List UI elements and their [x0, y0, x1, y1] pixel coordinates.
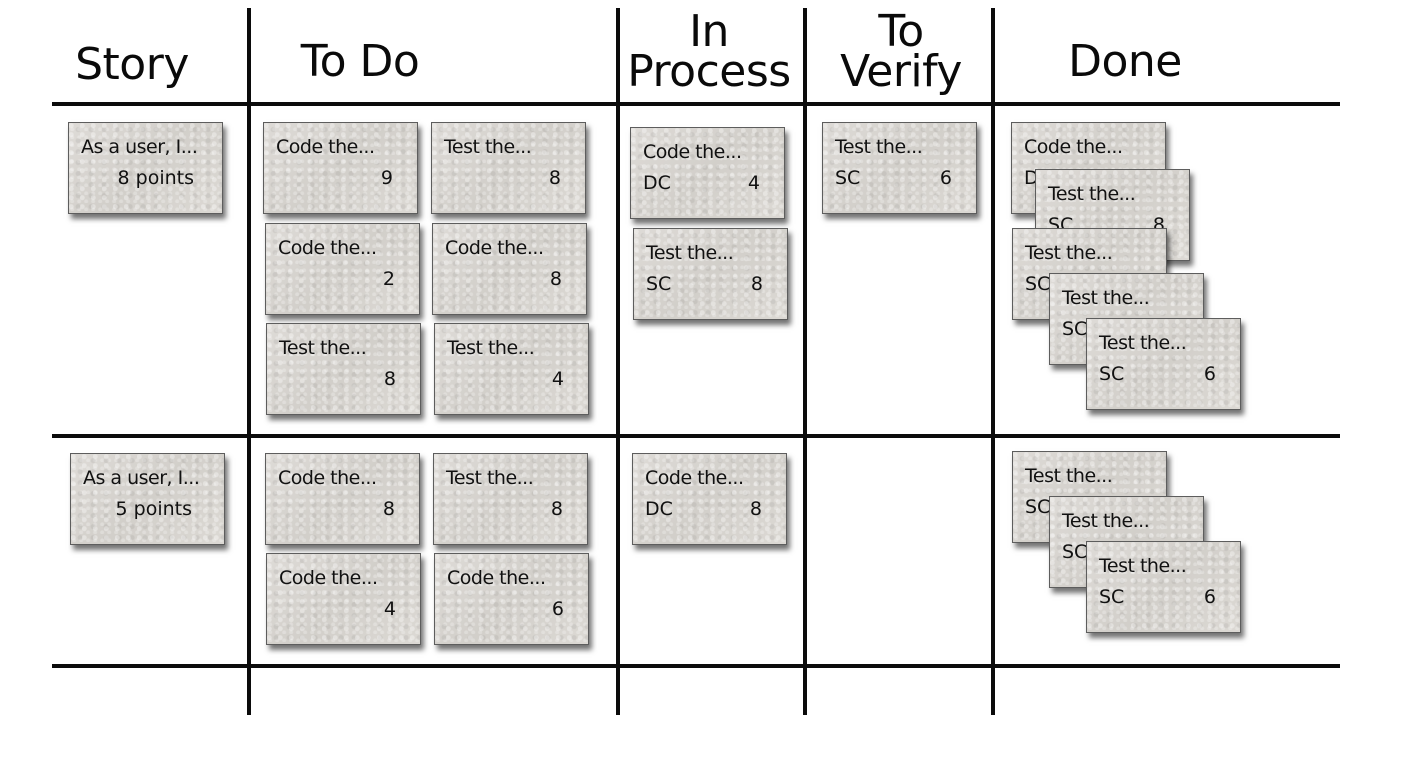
card-title: Test the... [447, 337, 535, 359]
card-points: 5 points [115, 498, 192, 520]
column-header-line: To Do [300, 36, 420, 87]
task-card[interactable]: Test the... 8 [431, 122, 586, 214]
task-card[interactable]: Code the... 6 [434, 553, 589, 645]
task-card[interactable]: Code the... DC 8 [632, 453, 787, 545]
card-hours: 8 [750, 273, 763, 295]
card-title: Code the... [643, 141, 742, 163]
card-hours: 8 [383, 368, 396, 390]
story-card[interactable]: As a user, I... 5 points [70, 453, 225, 545]
row-divider-line [52, 664, 1340, 668]
card-hours: 4 [551, 368, 564, 390]
card-title: Code the... [1024, 136, 1123, 158]
card-title: Code the... [645, 467, 744, 489]
card-title: Code the... [279, 567, 378, 589]
task-card[interactable]: Code the... DC 4 [630, 127, 785, 219]
column-header-in-process: In Process [614, 6, 804, 97]
card-tag: SC [1062, 541, 1088, 563]
card-tag: SC [1025, 273, 1051, 295]
column-divider-line [616, 8, 620, 715]
card-tag: DC [643, 172, 671, 194]
header-divider-line [52, 102, 1340, 106]
card-title: As a user, I... [81, 136, 198, 158]
card-title: Code the... [445, 237, 544, 259]
task-card[interactable]: Code the... 8 [432, 223, 587, 315]
card-title: Test the... [1062, 287, 1150, 309]
card-title: Test the... [1025, 465, 1113, 487]
task-card[interactable]: Code the... 4 [266, 553, 421, 645]
card-hours: 8 [382, 498, 395, 520]
card-hours: 8 [550, 498, 563, 520]
column-header-line: Done [1068, 36, 1182, 87]
card-tag: SC [1099, 586, 1125, 608]
card-tag: DC [645, 498, 673, 520]
card-title: Code the... [278, 467, 377, 489]
card-title: Test the... [279, 337, 367, 359]
column-header-line: Verify [840, 46, 962, 97]
card-hours: 4 [383, 598, 396, 620]
card-tag: SC [1025, 496, 1051, 518]
card-hours: 2 [382, 268, 395, 290]
card-hours: 8 [549, 268, 562, 290]
task-card[interactable]: Test the... SC 6 [1086, 318, 1241, 410]
card-hours: 6 [551, 598, 564, 620]
row-divider-line [52, 434, 1340, 438]
column-divider-line [803, 8, 807, 715]
column-header-line: Process [627, 46, 791, 97]
card-title: Test the... [1099, 332, 1187, 354]
column-header-done: Done [1050, 36, 1200, 87]
card-title: Code the... [278, 237, 377, 259]
card-hours: 6 [1203, 586, 1216, 608]
card-tag: SC [646, 273, 672, 295]
card-hours: 4 [747, 172, 760, 194]
card-tag: SC [1099, 363, 1125, 385]
column-header-todo: To Do [280, 36, 440, 87]
card-hours: 6 [939, 167, 952, 189]
card-title: Test the... [646, 242, 734, 264]
column-header-line: Story [75, 39, 189, 90]
card-title: Test the... [446, 467, 534, 489]
task-card[interactable]: Code the... 2 [265, 223, 420, 315]
task-card[interactable]: Code the... 9 [263, 122, 418, 214]
task-card[interactable]: Test the... 4 [434, 323, 589, 415]
task-card[interactable]: Test the... SC 6 [822, 122, 977, 214]
column-header-to-verify: To Verify [810, 6, 992, 97]
task-card[interactable]: Test the... 8 [433, 453, 588, 545]
card-title: Test the... [1099, 555, 1187, 577]
column-header-line: In [689, 6, 729, 57]
card-title: Test the... [444, 136, 532, 158]
card-hours: 8 [749, 498, 762, 520]
card-title: As a user, I... [83, 467, 200, 489]
card-hours: 6 [1203, 363, 1216, 385]
task-card[interactable]: Code the... 8 [265, 453, 420, 545]
task-card[interactable]: Test the... SC 8 [633, 228, 788, 320]
card-title: Test the... [1025, 242, 1113, 264]
card-hours: 9 [380, 167, 393, 189]
task-card[interactable]: Test the... 8 [266, 323, 421, 415]
column-divider-line [247, 8, 251, 715]
card-title: Code the... [276, 136, 375, 158]
card-title: Test the... [1048, 183, 1136, 205]
task-card[interactable]: Test the... SC 6 [1086, 541, 1241, 633]
card-title: Test the... [1062, 510, 1150, 532]
card-tag: SC [1062, 318, 1088, 340]
column-header-story: Story [62, 39, 202, 90]
column-divider-line [991, 8, 995, 715]
card-title: Code the... [447, 567, 546, 589]
card-tag: SC [835, 167, 861, 189]
card-hours: 8 [548, 167, 561, 189]
card-title: Test the... [835, 136, 923, 158]
column-header-line: To [878, 6, 924, 57]
story-card[interactable]: As a user, I... 8 points [68, 122, 223, 214]
card-points: 8 points [117, 167, 194, 189]
